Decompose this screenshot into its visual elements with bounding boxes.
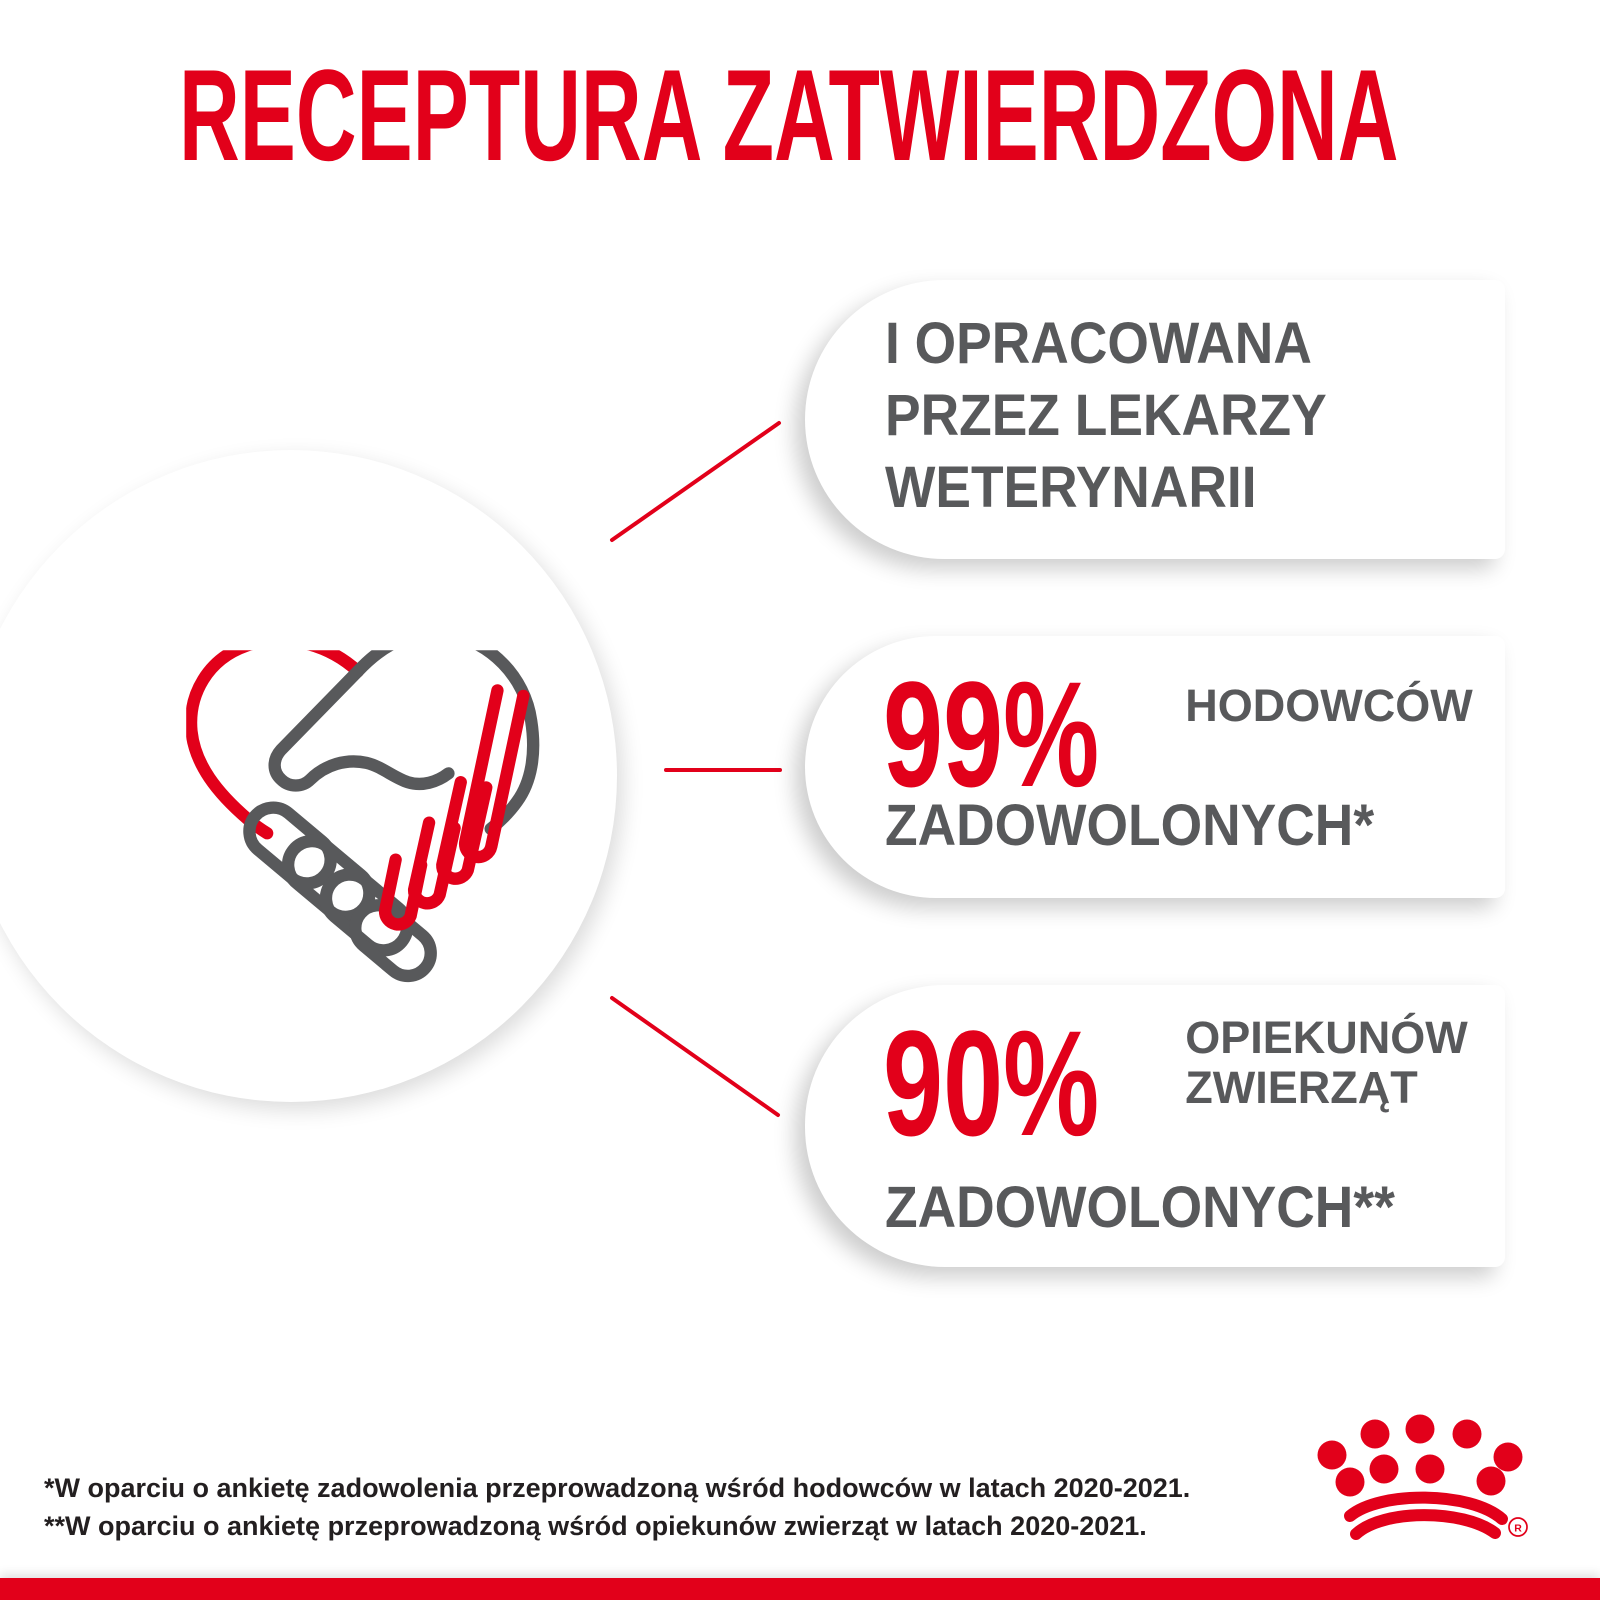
svg-text:R: R: [1514, 1523, 1522, 1535]
